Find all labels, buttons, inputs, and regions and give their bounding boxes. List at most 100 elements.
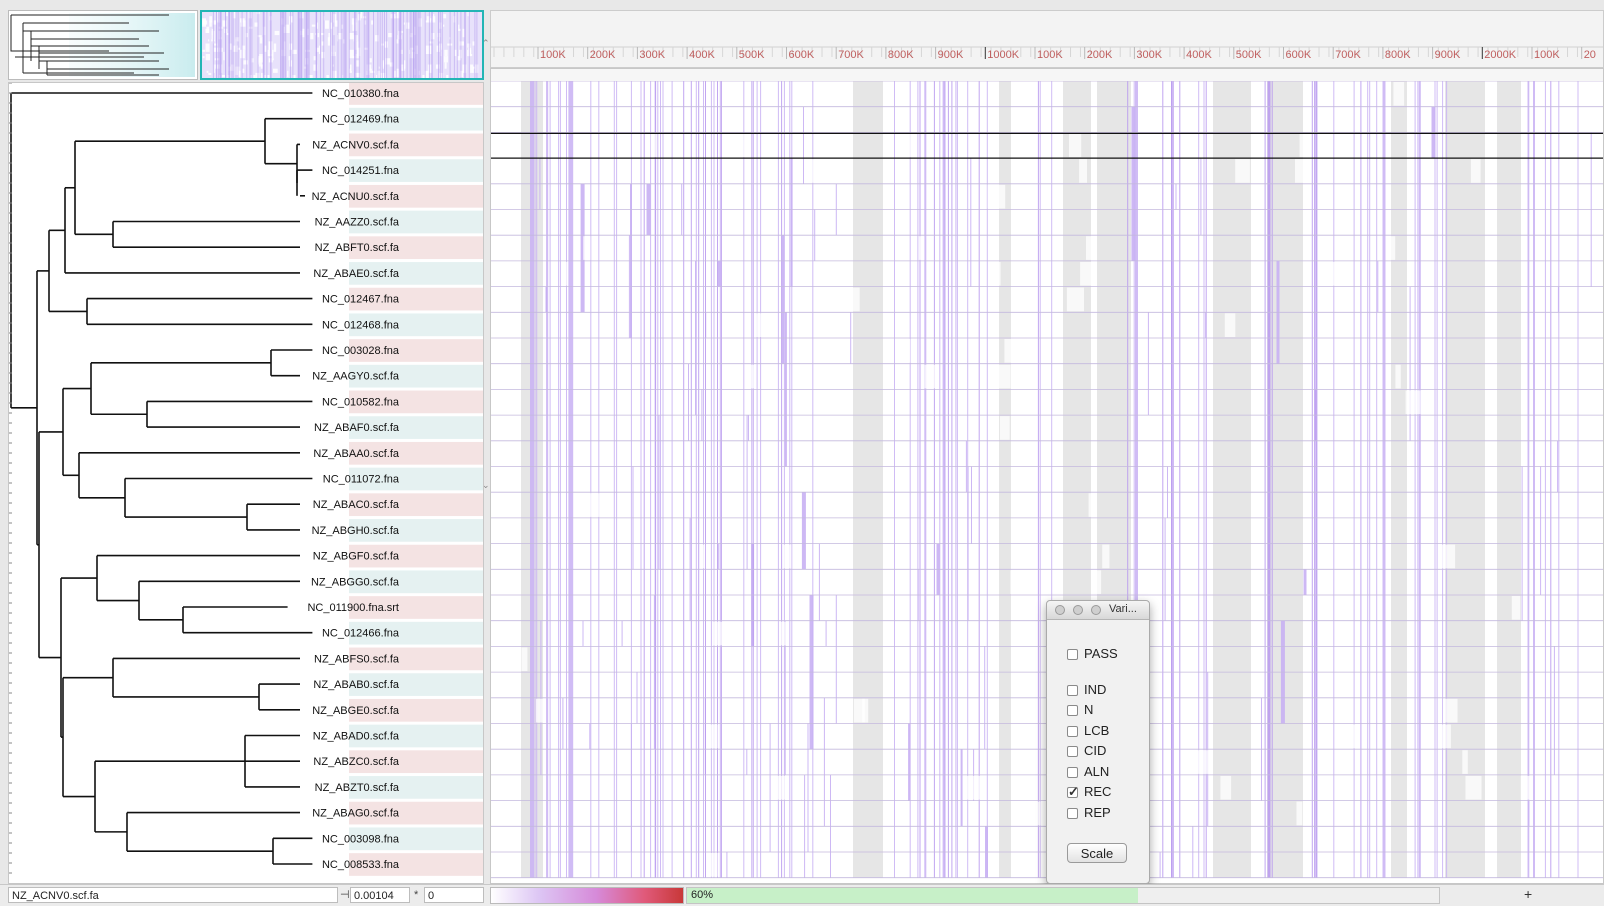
filter-checkbox-cid[interactable]: [1067, 745, 1078, 757]
overview-variant: [415, 12, 417, 78]
overview-variant: [399, 12, 401, 78]
overview-variant: [424, 12, 426, 78]
taxon-row[interactable]: NC_012468.fna: [322, 313, 483, 337]
filter-option-n[interactable]: N: [1067, 701, 1093, 719]
taxon-label-background: [349, 467, 483, 491]
taxon-row[interactable]: NC_008533.fna: [322, 853, 483, 876]
taxon-row[interactable]: NZ_ABAE0.scf.fa: [313, 262, 483, 285]
taxon-label-background: [349, 544, 483, 568]
variants-dialog[interactable]: Vari... PASS IND N LCB CID ALN REC REP Scale: [1046, 600, 1150, 884]
taxon-row[interactable]: NZ_ABZT0.scf.fa: [315, 776, 483, 799]
taxon-row[interactable]: NC_014251.fna: [322, 159, 483, 182]
recombination-gap: [904, 339, 911, 363]
taxon-row[interactable]: NZ_ABZC0.scf.fa: [313, 750, 483, 774]
taxon-row[interactable]: NZ_ABFS0.scf.fa: [314, 647, 483, 671]
filter-checkbox-aln[interactable]: [1067, 766, 1078, 778]
taxon-row[interactable]: NC_012466.fna: [322, 621, 483, 645]
close-icon[interactable]: [1055, 605, 1065, 615]
taxon-label-background: [349, 236, 483, 260]
ruler-tick-label: 900K: [1435, 49, 1461, 61]
overview-variant: [280, 12, 282, 78]
taxon-row[interactable]: NZ_ABAD0.scf.fa: [313, 724, 483, 748]
taxon-row[interactable]: NC_012469.fna: [322, 107, 483, 131]
filter-checkbox-pass[interactable]: [1067, 648, 1078, 660]
taxon-row[interactable]: NZ_ABFT0.scf.fa: [315, 236, 483, 260]
filter-option-ind[interactable]: IND: [1067, 681, 1106, 699]
filter-checkbox-ind[interactable]: [1067, 684, 1078, 696]
overview-variant: [417, 12, 419, 78]
variant-column: [791, 81, 793, 878]
taxon-label: NC_003028.fna: [322, 345, 400, 357]
variant-column: [924, 81, 927, 878]
overview-gap: [389, 62, 394, 67]
taxon-row[interactable]: NC_011900.fna.srt: [307, 596, 483, 619]
overview-variant: [358, 12, 360, 78]
recombination-gap: [1487, 236, 1496, 260]
overview-gap: [257, 35, 262, 38]
alignment-overview-svg: [202, 12, 479, 84]
taxon-row[interactable]: NZ_ABGH0.scf.fa: [312, 519, 483, 542]
taxon-label: NZ_ABAG0.scf.fa: [312, 808, 400, 820]
filter-option-aln[interactable]: ALN: [1067, 763, 1109, 781]
variant-column: [909, 81, 911, 878]
overview-variant: [262, 12, 264, 78]
filter-option-pass[interactable]: PASS: [1067, 645, 1118, 663]
taxon-row[interactable]: NZ_ABGF0.scf.fa: [313, 544, 483, 568]
splitter-handle-main[interactable]: ⌄: [482, 480, 490, 490]
taxon-row[interactable]: NZ_ABAG0.scf.fa: [312, 801, 483, 825]
variant-segment: [589, 723, 591, 750]
taxon-row[interactable]: NZ_ABAC0.scf.fa: [313, 493, 483, 517]
filter-checkbox-lcb[interactable]: [1067, 725, 1078, 737]
taxon-row[interactable]: NZ_ACNV0.scf.fa: [312, 133, 483, 157]
taxon-label-background: [349, 133, 483, 157]
filter-label-ind: IND: [1084, 682, 1107, 697]
dialog-titlebar[interactable]: Vari...: [1047, 601, 1149, 620]
filter-option-cid[interactable]: CID: [1067, 742, 1106, 760]
zoom-in-button[interactable]: +: [1524, 886, 1533, 902]
taxon-label: NC_012469.fna: [322, 114, 400, 126]
splitter-handle-top[interactable]: ⌃: [482, 38, 490, 48]
overview-variant: [395, 12, 397, 78]
variant-track-panel[interactable]: [490, 68, 1604, 884]
taxon-row[interactable]: NZ_ABAB0.scf.fa: [313, 673, 483, 696]
taxon-row[interactable]: NC_003028.fna: [322, 339, 483, 362]
filter-option-lcb[interactable]: LCB: [1067, 722, 1109, 740]
taxon-row[interactable]: NC_010582.fna: [322, 390, 483, 414]
taxon-row[interactable]: NZ_ABGG0.scf.fa: [311, 570, 483, 594]
variant-column: [530, 81, 534, 878]
tree-overview-thumbnail[interactable]: [8, 10, 198, 80]
variant-column: [955, 81, 957, 878]
scale-button[interactable]: Scale: [1067, 843, 1127, 863]
taxon-row[interactable]: NC_012467.fna: [322, 287, 483, 311]
overview-variant: [246, 12, 248, 78]
phylogenetic-tree-panel[interactable]: NC_010380.fna NC_012469.fna NZ_ACNV0.scf.f…: [8, 82, 484, 884]
filter-checkbox-rep[interactable]: [1067, 807, 1078, 819]
ruler-tick-label: 1000K: [987, 49, 1019, 61]
overview-variant: [476, 12, 478, 78]
variant-column: [1550, 81, 1552, 878]
genome-ruler[interactable]: 100K 200K 300K 400K 500K 600K 700K 800K 900K 1000…: [490, 10, 1604, 68]
taxon-row[interactable]: NZ_AAGY0.scf.fa: [312, 364, 483, 388]
overview-gap: [400, 30, 404, 33]
filter-checkbox-n[interactable]: [1067, 704, 1078, 716]
filter-option-rep[interactable]: REP: [1067, 804, 1111, 822]
overview-variant: [323, 12, 325, 78]
taxon-row[interactable]: NZ_ABAA0.scf.fa: [313, 441, 483, 465]
overview-variant: [337, 12, 339, 78]
variant-column: [1171, 81, 1174, 878]
variant-column: [939, 81, 941, 878]
taxon-row[interactable]: NZ_AAZZ0.scf.fa: [315, 210, 483, 234]
taxon-row[interactable]: NC_011072.fna: [323, 467, 483, 491]
filter-checkbox-rec[interactable]: [1067, 783, 1079, 801]
taxon-row[interactable]: NZ_ABGE0.scf.fa: [312, 698, 483, 722]
taxon-row[interactable]: NC_003098.fna: [322, 827, 483, 851]
taxon-row[interactable]: NC_010380.fna: [322, 82, 483, 105]
recombination-gap: [1386, 236, 1396, 260]
recombination-gap: [650, 133, 656, 158]
taxon-row[interactable]: NZ_ACNU0.scf.fa: [312, 184, 483, 208]
minimize-icon[interactable]: [1073, 605, 1083, 615]
filter-option-rec[interactable]: REC: [1067, 783, 1111, 801]
zoom-icon[interactable]: [1091, 605, 1101, 615]
alignment-overview-thumbnail[interactable]: [200, 10, 484, 84]
taxon-row[interactable]: NZ_ABAF0.scf.fa: [314, 416, 483, 439]
